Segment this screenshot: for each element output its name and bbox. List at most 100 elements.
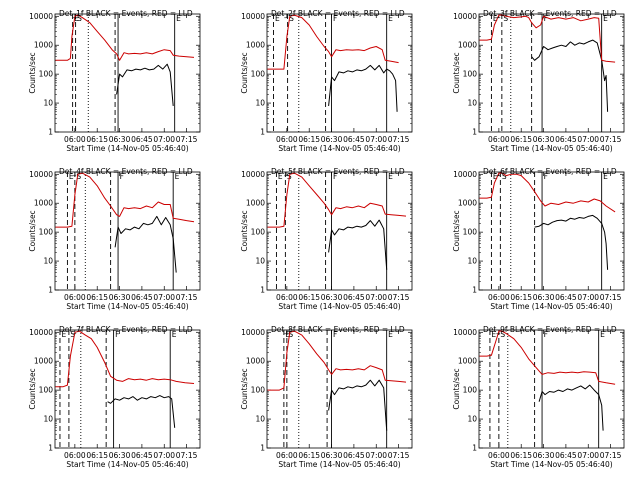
y-tick-label: 1000	[458, 41, 477, 50]
y-tick-label: 1000	[246, 199, 265, 208]
x-tick-label: 06:00	[64, 135, 86, 144]
x-tick-label: 06:00	[276, 451, 298, 460]
x-tick-label: 07:00	[365, 135, 387, 144]
x-tick-label: 06:15	[510, 135, 532, 144]
event-marker-label: F	[544, 330, 548, 339]
y-tick-label: 1000	[34, 357, 53, 366]
chart-title: Det_7f BLACK = Events, RED = LLD	[59, 325, 193, 334]
x-tick-label: 06:30	[109, 293, 131, 302]
y-tick-label: 100	[251, 70, 266, 79]
event-marker-label: E	[603, 14, 608, 23]
x-axis-label: Start Time (14-Nov-05 05:46:40)	[66, 144, 188, 153]
x-tick-label: 06:30	[321, 451, 343, 460]
x-tick-label: 07:15	[176, 135, 198, 144]
y-tick-label: 1	[48, 444, 53, 453]
x-tick-label: 07:15	[176, 293, 198, 302]
y-tick-label: 10	[43, 99, 53, 108]
event-marker-label: F	[333, 172, 337, 181]
series-lld-line	[267, 172, 407, 228]
y-tick-label: 10	[467, 99, 477, 108]
y-tick-label: 10	[467, 257, 477, 266]
event-marker-label: E	[493, 14, 498, 23]
x-tick-label: 06:00	[64, 293, 86, 302]
x-tick-label: 07:15	[600, 135, 622, 144]
event-marker-label: S	[289, 14, 294, 23]
x-tick-label: 06:00	[488, 293, 510, 302]
y-tick-label: 1	[48, 286, 53, 295]
series-lld-line	[55, 172, 195, 228]
event-marker-label: E	[69, 172, 74, 181]
y-tick-label: 10000	[453, 328, 477, 337]
y-tick-label: 100	[39, 70, 54, 79]
y-tick-label: 1	[260, 128, 265, 137]
x-tick-label: 06:45	[343, 451, 365, 460]
x-tick-label: 06:30	[533, 451, 555, 460]
event-marker-label: E	[285, 330, 290, 339]
event-marker-label: E	[176, 14, 181, 23]
x-tick-label: 07:15	[388, 135, 410, 144]
event-marker-label: E	[600, 330, 605, 339]
x-tick-label: 06:30	[109, 135, 131, 144]
y-tick-label: 100	[463, 70, 478, 79]
plot-frame	[478, 171, 625, 291]
y-tick-label: 1000	[246, 41, 265, 50]
x-tick-label: 06:15	[298, 135, 320, 144]
x-tick-label: 07:15	[388, 451, 410, 460]
chart-panel-6: 1 10 100 1000 10000 06:00 06:15 06:30 06:45 07:00…	[452, 167, 625, 311]
y-axis-label: Counts/sec	[28, 52, 37, 93]
x-tick-label: 07:15	[600, 451, 622, 460]
x-axis-label: Start Time (14-Nov-05 05:46:40)	[278, 302, 400, 311]
chart-title: Det_3f BLACK = Events, RED = LLD	[483, 9, 617, 18]
event-marker-label: E	[493, 172, 498, 181]
event-marker-label: F	[333, 14, 337, 23]
event-marker-label: S	[288, 330, 293, 339]
x-tick-label: 06:30	[533, 293, 555, 302]
event-marker-label: E	[278, 172, 283, 181]
x-tick-label: 06:15	[86, 293, 108, 302]
x-axis-label: Start Time (14-Nov-05 05:46:40)	[490, 460, 612, 469]
x-tick-label: 07:00	[577, 451, 599, 460]
y-tick-label: 10	[43, 257, 53, 266]
event-marker-label: E	[74, 14, 79, 23]
x-tick-label: 07:00	[365, 293, 387, 302]
y-axis-label: Counts/sec	[240, 52, 249, 93]
x-tick-label: 06:00	[276, 293, 298, 302]
y-tick-label: 10	[255, 257, 265, 266]
chart-title: Det_9f BLACK = Events, RED = LLD	[483, 325, 617, 334]
plot-frame	[266, 171, 413, 291]
x-tick-label: 06:45	[343, 135, 365, 144]
y-tick-label: 10	[43, 415, 53, 424]
y-tick-label: 1	[472, 444, 477, 453]
event-marker-label: F	[115, 330, 119, 339]
x-tick-label: 07:00	[365, 451, 387, 460]
series-events-line	[328, 219, 388, 270]
event-marker-label: E	[603, 172, 608, 181]
event-marker-label: S	[502, 172, 507, 181]
plot-frame	[54, 171, 201, 291]
y-tick-label: 10000	[241, 170, 265, 179]
series-lld-line	[479, 330, 616, 385]
event-marker-label: F	[544, 172, 548, 181]
series-lld-line	[55, 14, 195, 61]
chart-panel-1: 1 10 100 1000 10000 06:00 06:15 06:30 06:45 07:00…	[28, 9, 201, 153]
y-tick-label: 1000	[246, 357, 265, 366]
event-marker-label: F	[544, 14, 548, 23]
x-tick-label: 06:15	[510, 451, 532, 460]
series-events-line	[328, 379, 388, 431]
y-axis-label: Counts/sec	[452, 52, 461, 93]
x-tick-label: 07:00	[153, 293, 175, 302]
x-tick-label: 06:15	[298, 451, 320, 460]
event-marker-label: E	[388, 14, 393, 23]
y-tick-label: 1	[260, 444, 265, 453]
chart-title: Det_1f BLACK = Events, RED = LLD	[59, 9, 193, 18]
x-tick-label: 07:15	[388, 293, 410, 302]
series-events-line	[114, 215, 177, 273]
y-axis-label: Counts/sec	[452, 368, 461, 409]
chart-panel-2: 1 10 100 1000 10000 06:00 06:15 06:30 06:45 07:00…	[240, 9, 413, 153]
event-marker-label: S	[503, 14, 508, 23]
x-tick-label: 06:00	[64, 451, 86, 460]
chart-title: Det_4f BLACK = Events, RED = LLD	[59, 167, 193, 176]
chart-title: Det_6f BLACK = Events, RED = LLD	[483, 167, 617, 176]
y-tick-label: 10000	[241, 12, 265, 21]
chart-panel-4: 1 10 100 1000 10000 06:00 06:15 06:30 06:45 07:00…	[28, 167, 201, 311]
